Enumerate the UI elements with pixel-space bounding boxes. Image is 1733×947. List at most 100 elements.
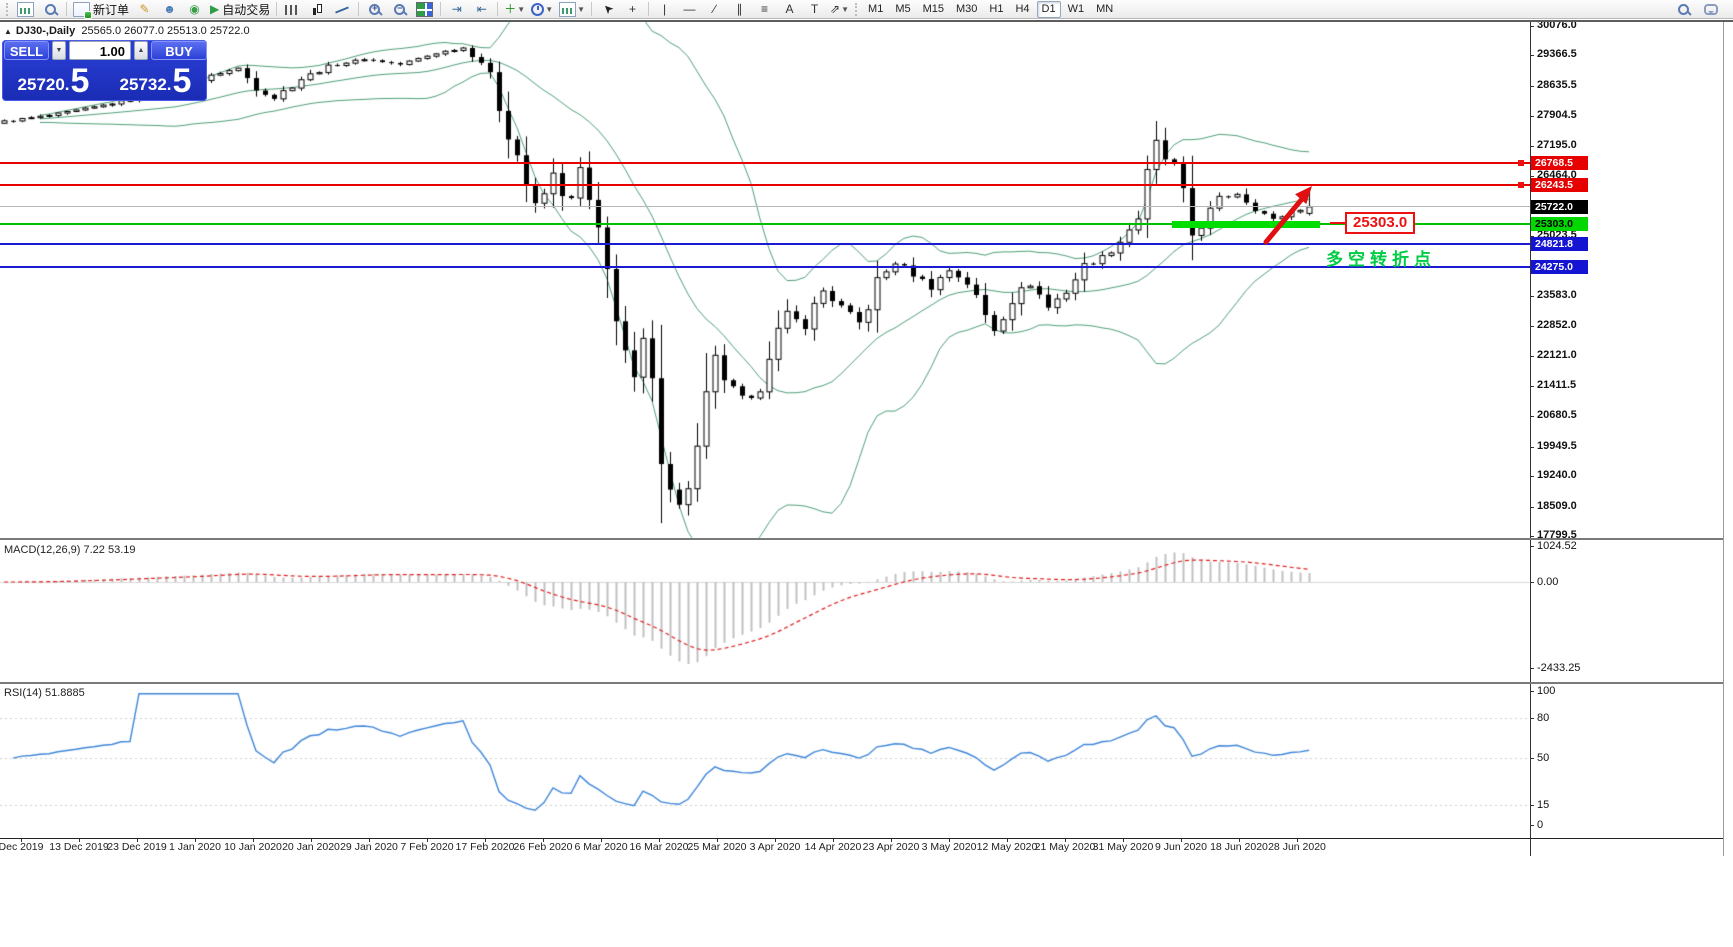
new-order-button[interactable]: 新订单 [70,0,132,19]
community-button[interactable]: ☻ [157,0,182,19]
vertical-line-icon: | [662,2,667,16]
sell-price-main: 25720. [17,75,70,94]
fibonacci-icon: ≡ [761,2,769,16]
signals-button[interactable]: ◉ [182,0,207,19]
text-label-button[interactable]: T [802,0,827,19]
crosshair-button[interactable]: + [620,0,645,19]
level-line-25303.0[interactable] [0,223,1530,225]
bar-chart-button[interactable] [280,0,305,19]
support-highlight-bar[interactable] [1172,221,1320,228]
buy-price-display[interactable]: 25732. 5 [106,61,205,99]
candlestick-chart-icon [310,3,325,16]
price-badge-25303.0: 25303.0 [1531,217,1588,231]
date-axis[interactable] [0,838,1530,856]
zoom-out-button[interactable]: − [387,0,412,19]
macd-pane-separator[interactable] [0,538,1723,540]
chart-shift-button[interactable]: ⇤ [469,0,494,19]
timeframe-m15-button[interactable]: M15 [922,2,945,15]
search-button[interactable] [1671,0,1696,19]
zoom-in-button[interactable]: + [362,0,387,19]
price-badge-25722.0: 25722.0 [1531,200,1588,214]
toolbar-grip[interactable] [6,2,10,16]
rsi-label: RSI(14) 51.8885 [4,687,85,699]
shapes-icon: ⇗ [830,2,841,16]
timeframe-mn-button[interactable]: MN [1096,2,1114,15]
community-icon: ☻ [163,2,176,16]
trendline-icon: ∕ [713,2,716,16]
new-chart-button[interactable] [13,0,38,19]
autotrading-icon: ▶ [210,2,220,16]
timeframe-m30-button[interactable]: M30 [956,2,978,15]
text-button[interactable]: A [777,0,802,19]
metaeditor-button[interactable]: ✎ [132,0,157,19]
auto-scroll-button[interactable]: ⇥ [444,0,469,19]
equidistant-channel-button[interactable]: ∥ [727,0,752,19]
shapes-button[interactable]: ⇗ ▼ [827,0,852,19]
level-line-24275.0[interactable] [0,266,1530,268]
price-axis-border [1530,22,1531,856]
price-level-box[interactable]: 25303.0 [1345,212,1416,234]
level-line-26768.5[interactable] [0,162,1530,164]
chat-icon [1703,4,1718,15]
search-icon [1676,3,1691,16]
rsi-pane-separator[interactable] [0,682,1723,684]
volume-down-button[interactable]: ▼ [52,41,66,60]
profiles-icon [43,3,58,16]
sell-price-display[interactable]: 25720. 5 [4,61,103,99]
zoom-out-icon: − [392,3,407,16]
timeframe-h1-button[interactable]: H1 [989,2,1004,15]
level-line-26243.5[interactable] [0,184,1530,186]
price-axis[interactable] [1530,22,1730,838]
chat-button[interactable] [1698,0,1723,19]
line-anchor-marker[interactable] [1518,160,1524,166]
text-label-icon: T [810,2,819,16]
candlestick-chart-button[interactable] [305,0,330,19]
tile-windows-button[interactable] [412,0,437,19]
chart-collapse-icon[interactable]: ▲ [4,27,12,36]
timeframe-d1-button[interactable]: D1 [1036,0,1061,18]
buy-button[interactable]: BUY [151,41,207,60]
turning-point-label[interactable]: 多空转折点 [1326,250,1436,269]
line-chart-button[interactable] [330,0,355,19]
trendline-button[interactable]: ∕ [702,0,727,19]
new-chart-icon [17,1,34,17]
toolbar-separator [591,2,593,16]
sell-button[interactable]: SELL [4,41,49,60]
templates-button[interactable]: ▼ [556,0,588,19]
auto-scroll-icon: ⇥ [451,2,462,16]
templates-icon [559,1,577,17]
price-box-connector [1330,222,1345,224]
timeframe-m5-button[interactable]: M5 [895,2,911,15]
chart-shift-icon: ⇤ [476,2,487,16]
chevron-down-icon: ▼ [517,4,526,14]
horizontal-line-icon: — [683,2,696,16]
indicators-button[interactable]: ＋ ▼ [501,0,528,19]
toolbar-grip[interactable] [855,2,859,16]
trend-arrow[interactable] [1252,178,1322,254]
zoom-in-icon: + [367,3,382,16]
horizontal-line-button[interactable]: — [677,0,702,19]
price-badge-26768.5: 26768.5 [1531,156,1588,170]
chevron-down-icon: ▼ [577,4,586,14]
line-anchor-marker[interactable] [1518,182,1524,188]
volume-up-button[interactable]: ▲ [134,41,148,60]
level-line-25722.0[interactable] [0,206,1530,207]
fibonacci-button[interactable]: ≡ [752,0,777,19]
volume-input[interactable]: 1.00 [69,41,131,60]
periods-button[interactable]: ▼ [528,0,556,19]
price-badge-24275.0: 24275.0 [1531,260,1588,274]
timeframe-w1-button[interactable]: W1 [1067,2,1085,15]
cursor-button[interactable]: ➤ [595,0,620,19]
toolbar-separator [648,2,650,16]
autotrading-button[interactable]: ▶ 自动交易 [207,0,273,19]
chart-ohlc-quote: 25565.0 26077.0 25513.0 25722.0 [81,25,250,37]
timeframe-h4-button[interactable]: H4 [1015,2,1030,15]
vertical-line-button[interactable]: | [652,0,677,19]
profiles-button[interactable] [38,0,63,19]
window-right-border [1723,22,1724,856]
level-line-24821.8[interactable] [0,243,1530,245]
toolbar-separator [276,2,278,16]
chart-symbol-period: DJ30-,Daily [15,25,76,37]
timeframe-m1-button[interactable]: M1 [868,2,884,15]
